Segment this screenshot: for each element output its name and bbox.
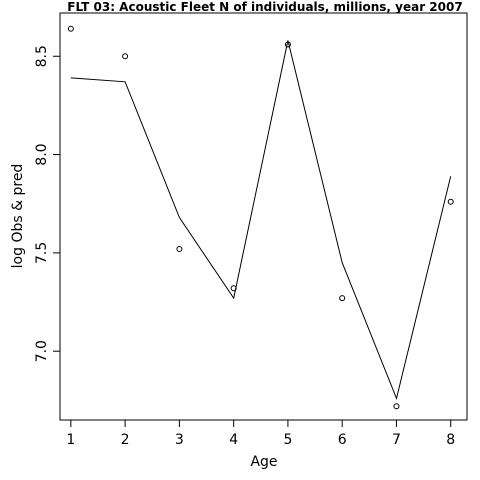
x-tick-label: 7	[392, 432, 401, 448]
y-axis: 7.0 7.5 8.0 8.5	[34, 45, 60, 362]
observed-point	[339, 295, 346, 302]
x-tick-label: 2	[121, 432, 130, 448]
observed-point	[447, 198, 454, 205]
x-tick-label: 3	[175, 432, 184, 448]
x-tick-label: 4	[229, 432, 238, 448]
series-layer	[67, 25, 454, 410]
plot-frame	[59, 12, 468, 421]
x-tick-label: 6	[338, 432, 347, 448]
y-tick-label: 7.5	[34, 242, 50, 264]
observed-point	[67, 25, 74, 32]
y-tick-label: 7.0	[34, 340, 50, 362]
y-axis-label: log Obs & pred	[10, 164, 26, 269]
x-tick-label: 5	[283, 432, 292, 448]
observed-point	[176, 245, 183, 252]
x-tick-label: 1	[66, 432, 75, 448]
predicted-line	[70, 40, 452, 401]
x-axis-label: Age	[250, 454, 277, 470]
x-axis: 1 2 3 4 5 6 7 8	[66, 420, 455, 448]
chart-title: FLT 03: Acoustic Fleet N of individuals,…	[67, 0, 462, 14]
observed-point	[393, 403, 400, 410]
y-tick-label: 8.0	[34, 143, 50, 165]
x-tick-label: 8	[446, 432, 455, 448]
y-tick-label: 8.5	[34, 45, 50, 67]
observed-point	[122, 53, 129, 60]
